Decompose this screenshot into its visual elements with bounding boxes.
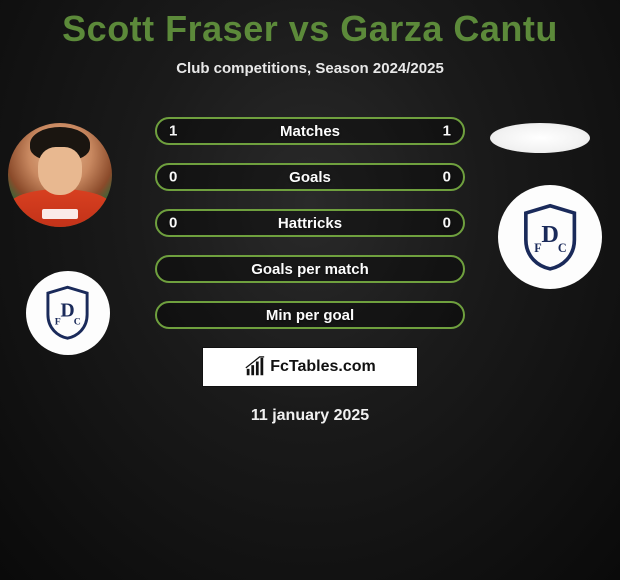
shield-icon: D F C: [44, 285, 91, 340]
svg-text:C: C: [558, 241, 567, 255]
stat-row-hattricks: 0 Hattricks 0: [155, 209, 465, 237]
player-right-avatar-placeholder: [490, 123, 590, 153]
comparison-date: 11 january 2025: [0, 407, 620, 425]
stat-right-value: 1: [443, 123, 451, 140]
stat-label: Matches: [280, 123, 340, 140]
svg-text:D: D: [61, 301, 75, 322]
stat-label: Hattricks: [278, 215, 342, 232]
stat-row-goals: 0 Goals 0: [155, 163, 465, 191]
bar-chart-icon: [244, 356, 266, 378]
stat-left-value: 1: [169, 123, 177, 140]
stat-row-min-per-goal: Min per goal: [155, 301, 465, 329]
stat-right-value: 0: [443, 169, 451, 186]
stat-label: Min per goal: [266, 307, 354, 324]
player-left-avatar: [8, 123, 112, 227]
svg-text:D: D: [541, 221, 559, 248]
stat-right-value: 0: [443, 215, 451, 232]
brand-link[interactable]: FcTables.com: [202, 347, 418, 387]
stat-label: Goals per match: [251, 261, 369, 278]
svg-text:F: F: [55, 317, 61, 328]
stat-bars: 1 Matches 1 0 Goals 0 0 Hattricks 0 Goal…: [155, 117, 465, 329]
comparison-content: D F C D F C 1 Matches 1 0 Goals 0: [0, 117, 620, 425]
brand-text: FcTables.com: [270, 358, 376, 376]
stat-left-value: 0: [169, 215, 177, 232]
comparison-subtitle: Club competitions, Season 2024/2025: [0, 60, 620, 77]
svg-text:F: F: [534, 241, 541, 255]
player-left-club-badge: D F C: [26, 271, 110, 355]
stat-label: Goals: [289, 169, 331, 186]
player-right-club-badge: D F C: [498, 185, 602, 289]
stat-row-goals-per-match: Goals per match: [155, 255, 465, 283]
stat-left-value: 0: [169, 169, 177, 186]
svg-text:C: C: [74, 317, 81, 328]
stat-row-matches: 1 Matches 1: [155, 117, 465, 145]
comparison-title: Scott Fraser vs Garza Cantu: [0, 0, 620, 50]
shield-icon: D F C: [521, 203, 579, 272]
